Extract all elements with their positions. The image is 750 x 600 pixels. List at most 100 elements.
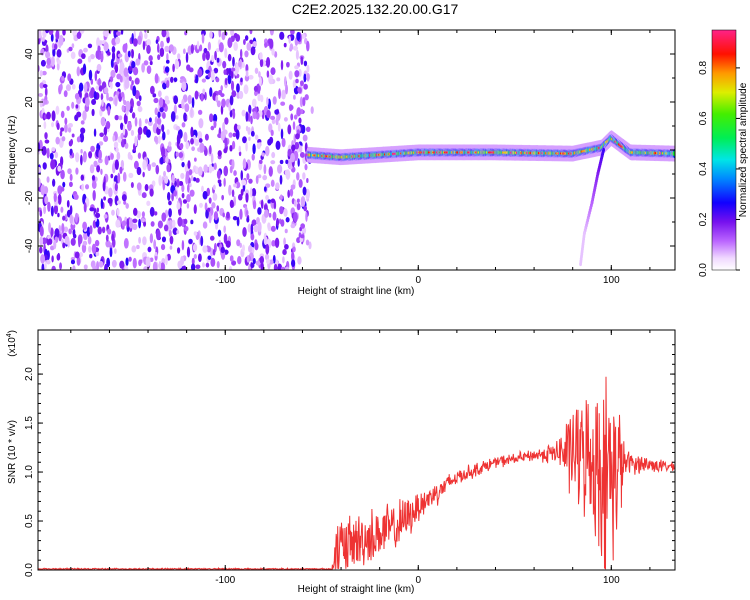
heatmap-cell (119, 61, 125, 73)
heatmap-cell (157, 90, 162, 98)
heatmap-cell (89, 253, 93, 259)
heatmap-cell (166, 79, 170, 89)
heatmap-cell (261, 109, 265, 120)
heatmap-cell (183, 131, 188, 143)
heatmap-cell (134, 135, 138, 147)
heatmap-cell (175, 125, 181, 131)
heatmap-cell (149, 257, 154, 262)
heatmap-cell (120, 30, 124, 35)
heatmap-cell (103, 126, 108, 136)
heatmap-cell (267, 199, 272, 204)
heatmap-cell (300, 33, 306, 39)
heatmap-cell (217, 150, 222, 157)
heatmap-cell (114, 36, 121, 45)
heatmap-cell (70, 51, 76, 60)
heatmap-cell (217, 179, 222, 184)
heatmap-cell (58, 59, 61, 65)
heatmap-cell (205, 69, 210, 74)
heatmap-cell (51, 255, 54, 263)
heatmap-cell (50, 205, 54, 217)
heatmap-cell (63, 226, 69, 233)
heatmap-cell (44, 132, 48, 140)
heatmap-cell (294, 141, 300, 150)
heatmap-cell (99, 132, 104, 138)
heatmap-cell (111, 46, 116, 54)
heatmap-cell (201, 33, 205, 44)
heatmap-cell (76, 66, 81, 77)
heatmap-cell (300, 56, 304, 66)
svg-text:(x104): (x104) (6, 330, 18, 357)
heatmap-cell (272, 211, 277, 221)
heatmap-cell (191, 146, 195, 152)
heatmap-cell (171, 174, 175, 184)
heatmap-cell (231, 90, 237, 98)
heatmap-cell (299, 152, 305, 158)
heatmap-cell (60, 127, 65, 132)
heatmap-cell (120, 122, 124, 131)
heatmap-cell (172, 227, 178, 236)
snr-series-line (38, 376, 675, 570)
heatmap-cell (111, 37, 117, 46)
heatmap-cell (69, 214, 74, 225)
heatmap-cell (215, 48, 221, 53)
heatmap-cell (289, 104, 294, 111)
heatmap-cell (108, 96, 114, 102)
heatmap-cell (70, 259, 76, 265)
heatmap-cell (130, 49, 134, 59)
heatmap-cell (197, 68, 203, 78)
heatmap-cell (157, 43, 160, 53)
heatmap-cell (223, 147, 228, 154)
heatmap-cell (58, 233, 62, 242)
heatmap-cell (157, 111, 161, 119)
spectrogram-ticks: -100 0 100 -40 -20 0 20 40 (24, 29, 675, 286)
heatmap-cell (164, 95, 169, 101)
heatmap-cell (229, 109, 233, 118)
heatmap-cell (144, 32, 148, 40)
heatmap-cell (145, 129, 151, 138)
heatmap-cell (59, 262, 62, 270)
heatmap-cell (215, 77, 220, 83)
heatmap-cell (101, 226, 106, 234)
heatmap-cell (96, 37, 100, 48)
heatmap-cell (224, 117, 229, 125)
y-tick-label: 20 (24, 96, 35, 108)
heatmap-cell (130, 182, 134, 188)
snr-panel: -100 0 100 0.0 0.5 1.0 1.5 2.0 Height of straig… (6, 329, 676, 595)
heatmap-cell (176, 202, 181, 210)
heatmap-cell (196, 40, 200, 50)
heatmap-cell (80, 154, 83, 166)
heatmap-cell (113, 248, 117, 254)
heatmap-cell (267, 138, 272, 146)
heatmap-cell (117, 172, 121, 184)
heatmap-cell (276, 263, 282, 270)
heatmap-cell (184, 103, 190, 113)
heatmap-cell (39, 70, 43, 77)
heatmap-cell (285, 217, 290, 223)
heatmap-cell (210, 166, 215, 172)
heatmap-cell (86, 226, 91, 237)
heatmap-cell (223, 177, 226, 187)
heatmap-cell (142, 40, 146, 51)
heatmap-cell (54, 228, 60, 239)
heatmap-cell (38, 177, 41, 188)
heatmap-cell (168, 229, 172, 237)
heatmap-cell (41, 70, 47, 76)
heatmap-cell (224, 77, 228, 86)
heatmap-cell (300, 108, 304, 115)
heatmap-cell (75, 152, 80, 163)
heatmap-cell (304, 94, 309, 101)
heatmap-cell (245, 70, 249, 78)
heatmap-cell (130, 83, 133, 91)
heatmap-cell (81, 53, 86, 60)
heatmap-cell (181, 161, 185, 168)
x-tick-label: 100 (603, 575, 620, 586)
heatmap-cell (224, 48, 228, 59)
heatmap-cell (197, 131, 203, 141)
heatmap-cell (51, 147, 56, 152)
heatmap-cell (80, 127, 86, 134)
heatmap-cell (270, 67, 276, 75)
heatmap-cell (161, 236, 167, 243)
heatmap-cell (57, 212, 60, 218)
heatmap-cell (164, 175, 169, 185)
heatmap-cell (169, 245, 173, 250)
